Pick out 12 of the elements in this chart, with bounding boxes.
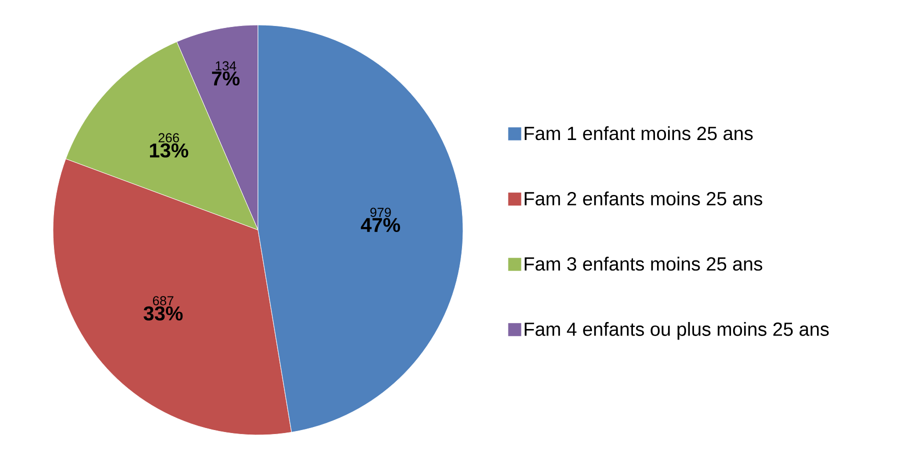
legend-label: Fam 3 enfants moins 25 ans (524, 256, 762, 271)
data-label: 687 (152, 296, 174, 306)
text: 7% (212, 71, 240, 86)
text: 47% (360, 218, 400, 232)
data-label: 134 (216, 61, 236, 70)
text: 13% (150, 143, 188, 158)
data-label: 979 (370, 208, 391, 217)
legend-label: Fam 1 enfant moins 25 ans (524, 126, 753, 140)
legend-label: Fam 2 enfants moins 25 ans (524, 191, 762, 206)
data-label: 266 (158, 133, 180, 142)
legend-label: Fam 4 enfants ou plus moins 25 ans (524, 322, 829, 340)
text: 33% (144, 306, 183, 321)
